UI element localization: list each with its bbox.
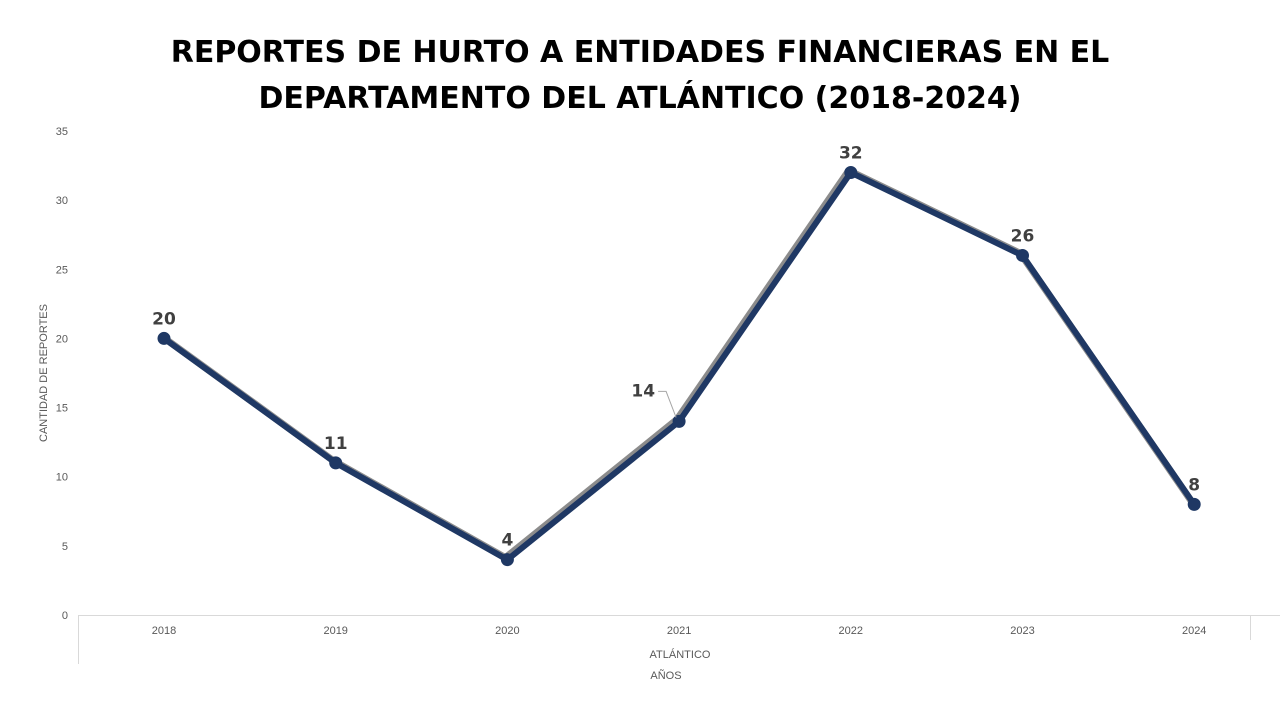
data-point-marker: [844, 165, 858, 179]
category-group-label: ATLÁNTICO: [650, 648, 711, 661]
series-line: [161, 169, 1198, 563]
x-tick-label: 2021: [667, 625, 691, 637]
y-tick-label: 20: [56, 333, 68, 345]
x-axis-title: AÑOS: [650, 669, 681, 682]
y-axis-title: CANTIDAD DE REPORTES: [38, 304, 50, 442]
data-label-leader-line: [658, 390, 677, 418]
y-tick-label: 10: [56, 472, 68, 484]
data-point-marker: [1187, 497, 1201, 511]
x-tick-label: 2020: [495, 625, 519, 637]
x-tick-label: 2019: [323, 625, 347, 637]
series-line-shadow: [158, 167, 1196, 562]
x-tick-label: 2023: [1010, 625, 1034, 637]
data-point-marker: [672, 414, 686, 428]
x-tick-label: 2018: [152, 625, 176, 637]
y-tick-label: 35: [56, 126, 68, 138]
x-axis: 2018 2019 2020 2021 2022 2023 2024: [78, 615, 1280, 664]
data-labels: 20 11 4 14 32 26 8: [152, 143, 1200, 550]
y-tick-label: 0: [62, 610, 68, 622]
data-label: 32: [839, 143, 863, 163]
x-tick-label: 2022: [839, 625, 863, 637]
y-tick-label: 15: [56, 403, 68, 415]
y-tick-label: 25: [56, 264, 68, 276]
data-label: 8: [1188, 475, 1200, 495]
chart-title: REPORTES DE HURTO A ENTIDADES FINANCIERA…: [170, 35, 1110, 116]
y-tick-label: 30: [56, 195, 68, 207]
series-layer: [157, 165, 1201, 567]
data-point-marker: [329, 456, 343, 470]
data-point-marker: [157, 331, 171, 345]
data-label: 4: [501, 531, 513, 551]
x-tick-label: 2024: [1182, 625, 1206, 637]
y-axis-ticks: 0 5 10 15 20 25 30 35: [56, 126, 68, 622]
data-label: 26: [1011, 226, 1035, 246]
data-point-marker: [500, 553, 514, 567]
data-point-marker: [1016, 248, 1029, 262]
data-label: 14: [631, 381, 655, 401]
data-label: 20: [152, 309, 176, 329]
y-tick-label: 5: [62, 541, 68, 553]
data-label: 11: [324, 434, 348, 454]
